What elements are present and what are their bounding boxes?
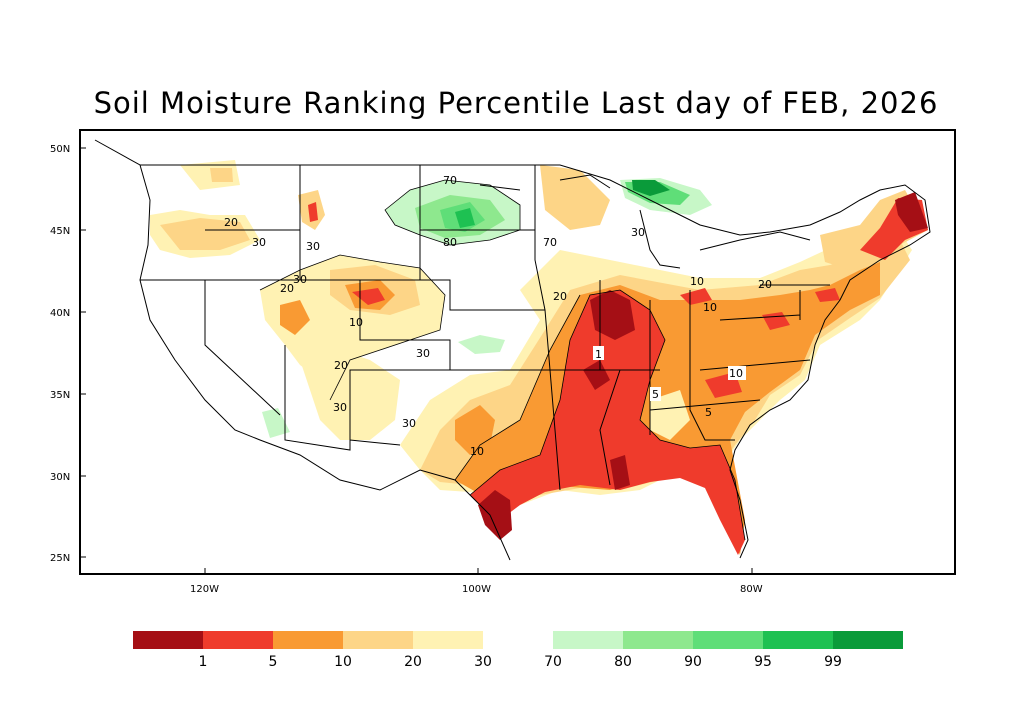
colorbar-label: 20 (404, 654, 422, 670)
contour-label: 30 (631, 226, 645, 239)
colorbar-swatch (343, 631, 413, 649)
dry-region-1 (590, 290, 635, 340)
contour-label: 1 (595, 348, 602, 361)
colorbar-swatch (833, 631, 903, 649)
west-region-20 (160, 218, 250, 250)
contour-label: 20 (553, 290, 567, 303)
dry-region-1d (610, 455, 630, 490)
contour-label: 20 (224, 216, 238, 229)
contour-label: 30 (416, 347, 430, 360)
wet-ca (262, 408, 290, 438)
oh-5 (680, 288, 712, 305)
contour-label: 10 (470, 445, 484, 458)
contour-label: 30 (333, 401, 347, 414)
lat-tick-label: 25N (50, 553, 70, 564)
contour-label: 10 (690, 275, 704, 288)
colorbar-swatch (133, 631, 203, 649)
ut-region-10 (280, 300, 310, 335)
colorbar-label: 10 (334, 654, 352, 670)
colorbar-swatch (623, 631, 693, 649)
contour-label: 20 (758, 278, 772, 291)
lon-tick-label: 100W (462, 584, 491, 595)
lon-axis: 120W 100W 80W (190, 568, 763, 595)
colorbar-swatch (553, 631, 623, 649)
lon-tick-label: 80W (740, 584, 763, 595)
contour-label: 10 (349, 316, 363, 329)
colorbar-label: 95 (754, 654, 772, 670)
mn-region-20 (540, 165, 610, 230)
lat-tick-label: 40N (50, 308, 70, 319)
contour-label: 30 (402, 417, 416, 430)
contour-label: 30 (306, 240, 320, 253)
wet-mi-99 (632, 180, 670, 196)
map-title: Soil Moisture Ranking Percentile Last da… (93, 86, 939, 120)
lat-axis: 50N 45N 40N 35N 30N 25N (50, 144, 86, 564)
wet-region-95 (455, 208, 475, 228)
mid-atl-5 (815, 288, 840, 302)
wet-ks (458, 335, 505, 354)
se-light (650, 390, 690, 440)
colorbar-label: 1 (199, 654, 208, 670)
ne-region-1 (895, 192, 928, 232)
contour-label: 80 (443, 236, 457, 249)
contour-label: 20 (280, 282, 294, 295)
tx-10 (455, 405, 495, 455)
mt-patch-5 (308, 202, 318, 222)
dry-region-1b (583, 360, 610, 390)
contour-label: 70 (443, 174, 457, 187)
dry-region-5 (470, 290, 745, 555)
contour-label-group: 70 80 20 30 30 30 20 10 30 20 30 30 70 3… (224, 174, 772, 458)
lon-tick-label: 120W (190, 584, 219, 595)
colorbar-swatch (413, 631, 483, 649)
lat-tick-label: 50N (50, 144, 70, 155)
colorbar-label: 80 (614, 654, 632, 670)
colorbar-label: 70 (544, 654, 562, 670)
colorbar-swatch (273, 631, 343, 649)
colorbar: 1 5 10 20 30 70 80 90 95 99 (133, 631, 903, 670)
contour-label: 5 (705, 406, 712, 419)
colorbar-label: 30 (474, 654, 492, 670)
contour-lines (259, 179, 746, 541)
map-frame (79, 129, 956, 575)
contour-label: 10 (703, 301, 717, 314)
dry-region-1c (478, 490, 512, 540)
contour-label: 30 (293, 273, 307, 286)
contour-label: 10 (729, 367, 743, 380)
lat-tick-label: 45N (50, 226, 70, 237)
colorbar-label: 90 (684, 654, 702, 670)
boundaries (94, 139, 931, 561)
contour-label: 5 (652, 388, 659, 401)
lat-tick-label: 35N (50, 390, 70, 401)
colorbar-label: 99 (824, 654, 842, 670)
colorbar-swatch (203, 631, 273, 649)
colorbar-swatch (763, 631, 833, 649)
colorbar-label: 5 (269, 654, 278, 670)
contour-label: 30 (252, 236, 266, 249)
nw-30 (180, 160, 240, 190)
contour-label: 20 (334, 359, 348, 372)
nw-20 (210, 168, 233, 182)
lat-tick-label: 30N (50, 472, 70, 483)
contour-label: 70 (543, 236, 557, 249)
colorbar-swatch (693, 631, 763, 649)
